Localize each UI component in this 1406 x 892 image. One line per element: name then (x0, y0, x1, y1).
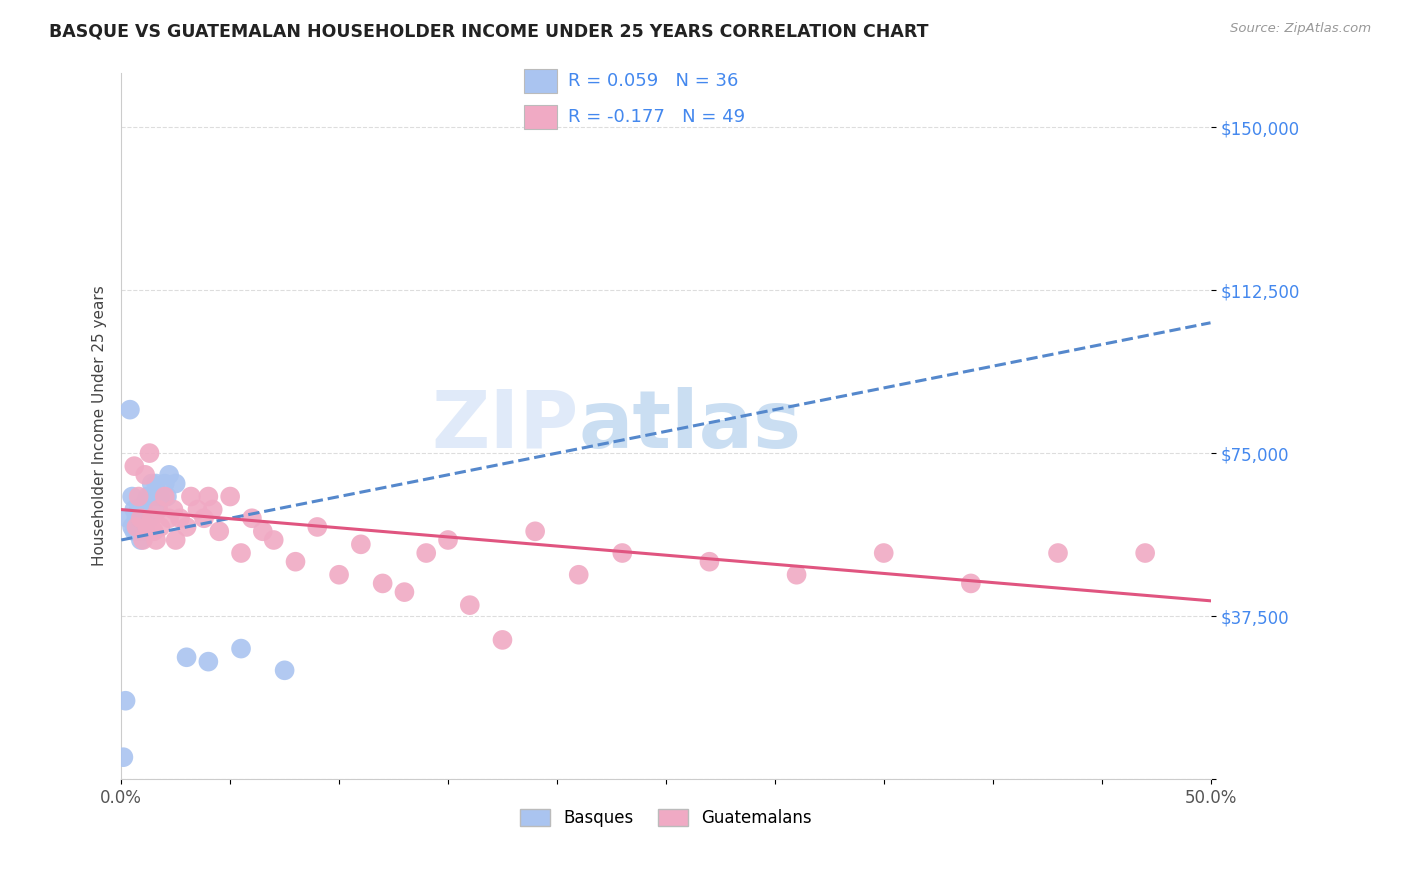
Point (125, 520, 148, 534)
Text: ZIP: ZIP (432, 387, 579, 465)
Point (186, 502, 208, 516)
FancyBboxPatch shape (524, 105, 557, 128)
Point (129, 511, 152, 525)
Point (157, 511, 180, 525)
Point (121, 490, 143, 504)
Point (180, 490, 202, 504)
Point (786, 567, 808, 582)
Point (458, 598, 481, 612)
Point (148, 502, 170, 516)
Point (328, 567, 350, 582)
Point (1046, 546, 1069, 560)
Point (129, 533, 152, 547)
Point (121, 520, 143, 534)
Point (394, 585, 416, 599)
Point (145, 476, 167, 491)
Point (273, 663, 295, 677)
Point (132, 502, 155, 516)
Point (350, 537, 373, 551)
Point (371, 576, 394, 591)
Point (1133, 546, 1156, 560)
Point (229, 641, 252, 656)
Point (141, 511, 163, 525)
Point (240, 511, 263, 525)
Point (568, 567, 591, 582)
Point (169, 511, 191, 525)
Point (437, 533, 460, 547)
Point (141, 476, 163, 491)
Point (149, 490, 172, 504)
Point (118, 402, 141, 417)
Point (197, 655, 219, 669)
Point (960, 576, 983, 591)
Point (201, 502, 224, 516)
Point (263, 533, 285, 547)
Point (128, 490, 150, 504)
Text: atlas: atlas (579, 387, 801, 465)
Point (153, 490, 176, 504)
Point (132, 520, 155, 534)
Y-axis label: Householder Income Under 25 years: Householder Income Under 25 years (93, 285, 107, 566)
Point (138, 511, 160, 525)
Point (491, 632, 513, 647)
Point (208, 524, 231, 539)
Point (524, 524, 547, 539)
Point (307, 520, 329, 534)
Point (134, 511, 156, 525)
Point (114, 694, 136, 708)
Point (149, 520, 172, 534)
Point (128, 524, 150, 539)
Point (612, 546, 634, 560)
Point (112, 750, 135, 764)
Point (229, 546, 252, 560)
Point (136, 520, 159, 534)
Point (165, 533, 187, 547)
Point (134, 467, 156, 482)
Point (176, 520, 198, 534)
Point (157, 467, 180, 482)
Legend: Basques, Guatemalans: Basques, Guatemalans (513, 803, 818, 834)
Point (124, 524, 146, 539)
Point (138, 446, 160, 460)
Text: R = 0.059   N = 36: R = 0.059 N = 36 (568, 72, 738, 90)
Point (148, 502, 170, 516)
Point (136, 511, 159, 525)
Point (252, 524, 274, 539)
Point (132, 498, 155, 512)
Point (124, 459, 146, 474)
Point (176, 650, 198, 665)
Point (132, 533, 155, 547)
Point (197, 490, 219, 504)
Point (153, 476, 176, 491)
Point (142, 490, 165, 504)
Point (124, 502, 146, 516)
Point (162, 502, 184, 516)
Point (415, 546, 437, 560)
Point (193, 511, 215, 525)
Point (117, 511, 139, 525)
Point (284, 555, 307, 569)
Point (219, 490, 242, 504)
Point (165, 476, 187, 491)
Text: R = -0.177   N = 49: R = -0.177 N = 49 (568, 108, 745, 126)
Point (128, 502, 150, 516)
Point (125, 511, 148, 525)
Point (156, 490, 179, 504)
Point (125, 524, 148, 539)
Point (145, 533, 167, 547)
Point (136, 490, 159, 504)
Point (129, 511, 152, 525)
Point (134, 524, 156, 539)
Text: BASQUE VS GUATEMALAN HOUSEHOLDER INCOME UNDER 25 YEARS CORRELATION CHART: BASQUE VS GUATEMALAN HOUSEHOLDER INCOME … (49, 22, 929, 40)
Text: Source: ZipAtlas.com: Source: ZipAtlas.com (1230, 22, 1371, 36)
FancyBboxPatch shape (524, 70, 557, 93)
Point (142, 524, 165, 539)
Point (699, 555, 721, 569)
Point (873, 546, 896, 560)
Point (138, 490, 160, 504)
